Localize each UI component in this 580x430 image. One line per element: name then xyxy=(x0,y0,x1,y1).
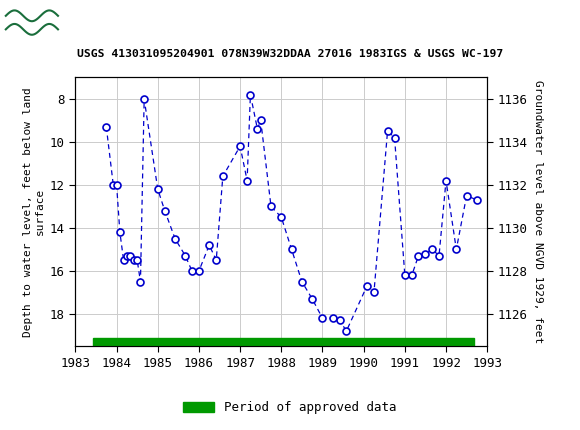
Y-axis label: Depth to water level, feet below land
surface: Depth to water level, feet below land su… xyxy=(23,87,45,337)
Text: USGS 413031095204901 078N39W32DDAA 27016 1983IGS & USGS WC-197: USGS 413031095204901 078N39W32DDAA 27016… xyxy=(77,49,503,59)
Text: USGS: USGS xyxy=(67,12,135,33)
FancyBboxPatch shape xyxy=(5,3,60,42)
Legend: Period of approved data: Period of approved data xyxy=(178,396,402,419)
Bar xyxy=(93,338,474,346)
Y-axis label: Groundwater level above NGVD 1929, feet: Groundwater level above NGVD 1929, feet xyxy=(533,80,543,344)
